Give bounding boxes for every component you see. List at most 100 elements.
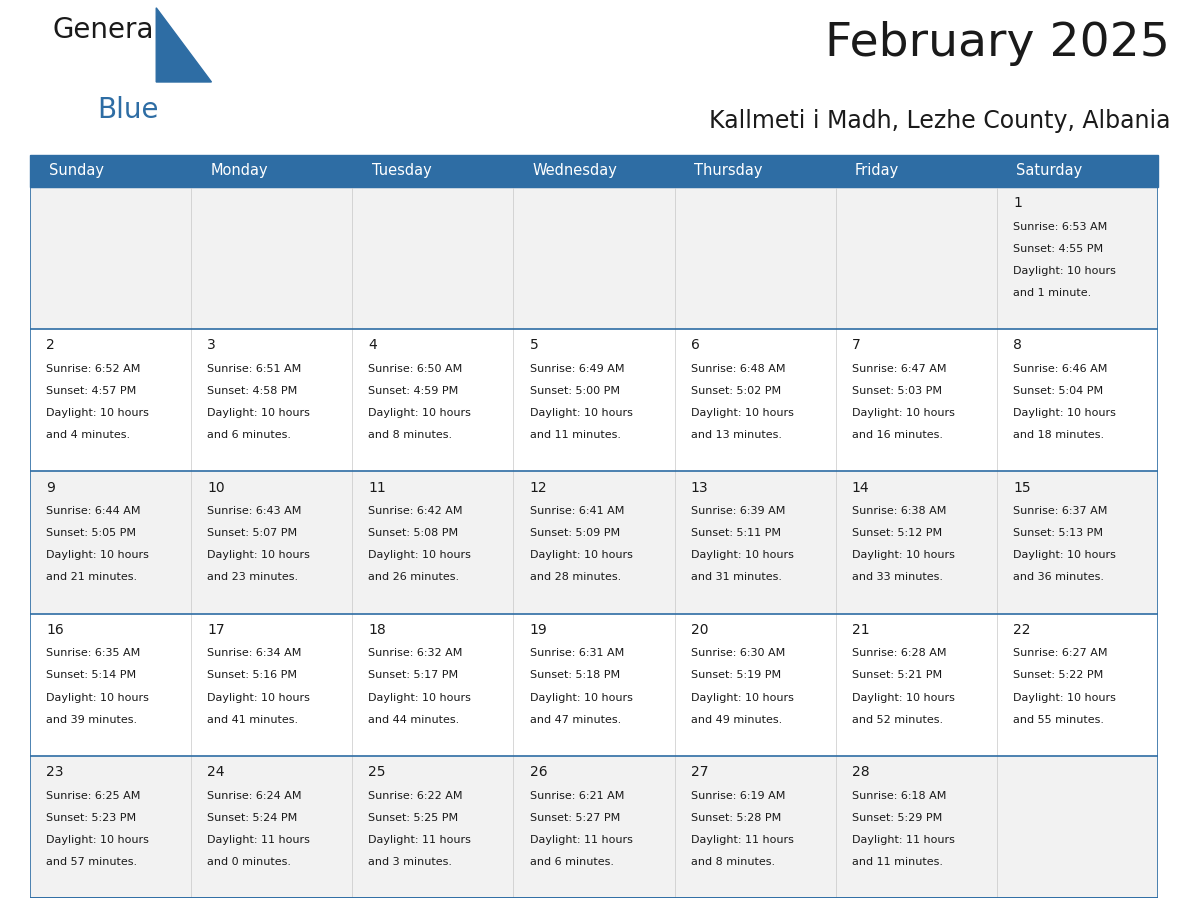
Text: Sunset: 4:59 PM: Sunset: 4:59 PM — [368, 386, 459, 396]
Text: and 16 minutes.: and 16 minutes. — [852, 431, 943, 440]
Text: Sunrise: 6:47 AM: Sunrise: 6:47 AM — [852, 364, 947, 374]
Text: and 36 minutes.: and 36 minutes. — [1013, 572, 1104, 582]
Text: Sunset: 5:25 PM: Sunset: 5:25 PM — [368, 812, 459, 823]
Text: Sunrise: 6:18 AM: Sunrise: 6:18 AM — [852, 790, 946, 800]
Text: Sunrise: 6:44 AM: Sunrise: 6:44 AM — [46, 506, 140, 516]
Text: Daylight: 10 hours: Daylight: 10 hours — [530, 692, 632, 702]
Text: Sunset: 5:29 PM: Sunset: 5:29 PM — [852, 812, 942, 823]
Text: 20: 20 — [690, 622, 708, 637]
Text: Daylight: 10 hours: Daylight: 10 hours — [530, 550, 632, 560]
Text: 4: 4 — [368, 339, 377, 353]
Text: 24: 24 — [207, 765, 225, 779]
Text: 26: 26 — [530, 765, 548, 779]
Text: Daylight: 10 hours: Daylight: 10 hours — [690, 692, 794, 702]
Text: Monday: Monday — [210, 163, 268, 178]
Text: Sunrise: 6:27 AM: Sunrise: 6:27 AM — [1013, 648, 1107, 658]
Text: and 31 minutes.: and 31 minutes. — [690, 572, 782, 582]
Text: Sunrise: 6:51 AM: Sunrise: 6:51 AM — [207, 364, 302, 374]
Text: Sunrise: 6:30 AM: Sunrise: 6:30 AM — [690, 648, 785, 658]
Text: Sunset: 5:28 PM: Sunset: 5:28 PM — [690, 812, 781, 823]
Text: 21: 21 — [852, 622, 870, 637]
Text: 23: 23 — [46, 765, 64, 779]
Text: Sunrise: 6:50 AM: Sunrise: 6:50 AM — [368, 364, 462, 374]
Text: Sunset: 4:55 PM: Sunset: 4:55 PM — [1013, 244, 1104, 254]
Text: and 11 minutes.: and 11 minutes. — [530, 431, 620, 440]
Text: 11: 11 — [368, 481, 386, 495]
Text: Sunset: 5:23 PM: Sunset: 5:23 PM — [46, 812, 137, 823]
Text: Sunrise: 6:42 AM: Sunrise: 6:42 AM — [368, 506, 463, 516]
Bar — [30, 155, 1158, 187]
Text: Sunrise: 6:43 AM: Sunrise: 6:43 AM — [207, 506, 302, 516]
Text: 27: 27 — [690, 765, 708, 779]
Text: Daylight: 10 hours: Daylight: 10 hours — [46, 550, 148, 560]
Text: Sunset: 5:14 PM: Sunset: 5:14 PM — [46, 670, 137, 680]
Text: General: General — [52, 17, 162, 44]
Text: and 28 minutes.: and 28 minutes. — [530, 572, 621, 582]
Text: Daylight: 10 hours: Daylight: 10 hours — [690, 550, 794, 560]
Text: 15: 15 — [1013, 481, 1031, 495]
Text: Wednesday: Wednesday — [532, 163, 618, 178]
Text: Sunset: 4:58 PM: Sunset: 4:58 PM — [207, 386, 297, 396]
Text: Sunset: 5:16 PM: Sunset: 5:16 PM — [207, 670, 297, 680]
Text: Sunset: 5:04 PM: Sunset: 5:04 PM — [1013, 386, 1104, 396]
Text: Daylight: 10 hours: Daylight: 10 hours — [207, 409, 310, 418]
Text: and 1 minute.: and 1 minute. — [1013, 288, 1092, 298]
Text: Daylight: 11 hours: Daylight: 11 hours — [207, 834, 310, 845]
Text: Sunrise: 6:37 AM: Sunrise: 6:37 AM — [1013, 506, 1107, 516]
Text: Sunset: 5:24 PM: Sunset: 5:24 PM — [207, 812, 297, 823]
Text: Daylight: 10 hours: Daylight: 10 hours — [1013, 409, 1116, 418]
Text: 22: 22 — [1013, 622, 1030, 637]
Text: Daylight: 10 hours: Daylight: 10 hours — [207, 550, 310, 560]
Text: 3: 3 — [207, 339, 216, 353]
Text: Daylight: 10 hours: Daylight: 10 hours — [530, 409, 632, 418]
Text: Sunset: 5:19 PM: Sunset: 5:19 PM — [690, 670, 781, 680]
Text: 13: 13 — [690, 481, 708, 495]
Text: and 8 minutes.: and 8 minutes. — [368, 431, 453, 440]
Text: Daylight: 10 hours: Daylight: 10 hours — [1013, 266, 1116, 276]
Text: Daylight: 10 hours: Daylight: 10 hours — [368, 692, 472, 702]
Text: and 3 minutes.: and 3 minutes. — [368, 856, 453, 867]
Text: Sunrise: 6:48 AM: Sunrise: 6:48 AM — [690, 364, 785, 374]
Text: Daylight: 11 hours: Daylight: 11 hours — [530, 834, 632, 845]
Text: Sunrise: 6:24 AM: Sunrise: 6:24 AM — [207, 790, 302, 800]
Text: Sunrise: 6:46 AM: Sunrise: 6:46 AM — [1013, 364, 1107, 374]
Text: Daylight: 11 hours: Daylight: 11 hours — [852, 834, 955, 845]
Text: Sunrise: 6:39 AM: Sunrise: 6:39 AM — [690, 506, 785, 516]
Text: Thursday: Thursday — [694, 163, 763, 178]
Text: Sunrise: 6:49 AM: Sunrise: 6:49 AM — [530, 364, 624, 374]
Text: Sunrise: 6:31 AM: Sunrise: 6:31 AM — [530, 648, 624, 658]
Text: and 6 minutes.: and 6 minutes. — [530, 856, 613, 867]
Text: 9: 9 — [46, 481, 55, 495]
Text: Sunset: 5:21 PM: Sunset: 5:21 PM — [852, 670, 942, 680]
Text: 8: 8 — [1013, 339, 1022, 353]
Text: Sunset: 5:27 PM: Sunset: 5:27 PM — [530, 812, 620, 823]
Bar — [30, 330, 1158, 471]
Text: Kallmeti i Madh, Lezhe County, Albania: Kallmeti i Madh, Lezhe County, Albania — [709, 109, 1170, 133]
Text: 16: 16 — [46, 622, 64, 637]
Text: Sunset: 5:13 PM: Sunset: 5:13 PM — [1013, 528, 1102, 538]
Text: and 6 minutes.: and 6 minutes. — [207, 431, 291, 440]
Text: Sunrise: 6:38 AM: Sunrise: 6:38 AM — [852, 506, 946, 516]
Text: 25: 25 — [368, 765, 386, 779]
Text: Sunrise: 6:25 AM: Sunrise: 6:25 AM — [46, 790, 140, 800]
Text: Friday: Friday — [855, 163, 899, 178]
Text: Daylight: 10 hours: Daylight: 10 hours — [1013, 692, 1116, 702]
Text: and 18 minutes.: and 18 minutes. — [1013, 431, 1104, 440]
Text: Daylight: 10 hours: Daylight: 10 hours — [1013, 550, 1116, 560]
Text: and 8 minutes.: and 8 minutes. — [690, 856, 775, 867]
Text: 18: 18 — [368, 622, 386, 637]
Text: 6: 6 — [690, 339, 700, 353]
Text: Sunrise: 6:34 AM: Sunrise: 6:34 AM — [207, 648, 302, 658]
Text: Daylight: 10 hours: Daylight: 10 hours — [46, 409, 148, 418]
Text: Sunset: 5:17 PM: Sunset: 5:17 PM — [368, 670, 459, 680]
Text: Sunrise: 6:35 AM: Sunrise: 6:35 AM — [46, 648, 140, 658]
Text: Sunset: 5:03 PM: Sunset: 5:03 PM — [852, 386, 942, 396]
Text: Sunset: 5:02 PM: Sunset: 5:02 PM — [690, 386, 781, 396]
Text: Sunset: 5:07 PM: Sunset: 5:07 PM — [207, 528, 297, 538]
Text: Sunday: Sunday — [50, 163, 105, 178]
Text: Sunrise: 6:52 AM: Sunrise: 6:52 AM — [46, 364, 140, 374]
Text: and 26 minutes.: and 26 minutes. — [368, 572, 460, 582]
Text: Sunrise: 6:28 AM: Sunrise: 6:28 AM — [852, 648, 947, 658]
Text: 19: 19 — [530, 622, 548, 637]
Text: Sunset: 5:08 PM: Sunset: 5:08 PM — [368, 528, 459, 538]
